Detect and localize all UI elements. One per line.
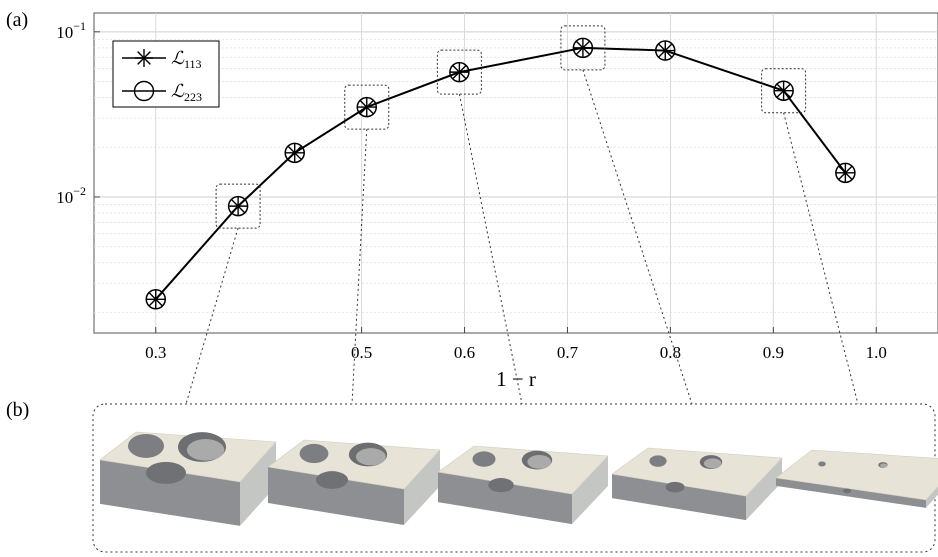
plate-side-face — [572, 456, 608, 525]
plate-side-face — [240, 442, 276, 526]
plot-area — [93, 12, 938, 334]
data-point-asterisk — [229, 197, 248, 216]
data-point-circle — [145, 289, 167, 310]
plate-side-face — [746, 458, 782, 521]
axis-ticks — [94, 31, 877, 333]
asterisk-stroke — [658, 43, 673, 58]
x-tick-label: 1.0 — [866, 343, 887, 362]
x-tick-labels: 0.3 0.5 0.6 0.7 0.8 0.9 1.0 — [145, 343, 887, 362]
x-tick-label: 0.3 — [145, 343, 166, 362]
plate-front-face — [268, 467, 404, 525]
data-point-asterisk — [146, 290, 165, 309]
plate-notch — [128, 433, 164, 458]
x-tick-label: 0.6 — [454, 343, 475, 362]
asterisk-stroke — [452, 65, 467, 79]
asterisk-stroke — [359, 100, 374, 114]
plate-hole-inner — [186, 439, 225, 461]
data-point-circle — [227, 195, 249, 217]
legend-label: ℒ113 — [171, 48, 202, 71]
asterisk-stroke — [838, 165, 853, 180]
plate-notch — [665, 481, 685, 493]
asterisk-stroke — [287, 145, 302, 160]
plate-notch — [842, 488, 852, 494]
plate-hole-inner — [527, 455, 552, 469]
plate-shape — [775, 449, 938, 508]
shapes-layer — [99, 431, 938, 526]
connector-lines — [185, 69, 859, 405]
data-point-asterisk — [836, 163, 855, 182]
panel-a-label: (a) — [6, 9, 28, 31]
data-point-asterisk — [357, 98, 376, 117]
plate-notch — [649, 455, 667, 467]
data-point-circle — [449, 61, 470, 83]
data-point-circle — [572, 37, 594, 59]
legend-marker-asterisk — [135, 49, 153, 67]
plate-front-face — [438, 472, 572, 525]
plate-notch — [472, 451, 496, 467]
highlight-box — [560, 25, 606, 71]
highlight-boxes — [215, 25, 807, 229]
data-point-asterisk — [774, 81, 793, 100]
asterisk-stroke — [576, 40, 590, 55]
panel-b-label: (b) — [6, 399, 29, 421]
plate-hole-inner — [355, 448, 386, 466]
asterisk-stroke — [231, 199, 245, 213]
legend-label: ℒ223 — [171, 81, 202, 104]
data-point-circle — [284, 142, 305, 164]
plate-shape — [437, 445, 609, 525]
plate-shape — [267, 439, 441, 525]
data-point-asterisk — [573, 38, 592, 57]
plate-notch — [299, 443, 329, 464]
highlight-box — [344, 84, 390, 130]
y-tick-labels: 10−2 10−1 — [56, 19, 86, 207]
asterisk-stroke — [148, 292, 163, 307]
highlight-box — [761, 68, 807, 114]
plate-top-face — [775, 449, 938, 501]
legend-box — [112, 40, 220, 108]
asterisk-stroke — [776, 83, 791, 98]
asterisk-stroke — [137, 51, 151, 65]
data-point-circle — [773, 80, 794, 101]
x-axis-title: 1 − r — [496, 367, 536, 391]
highlight-box — [436, 49, 482, 95]
data-point-asterisk — [450, 63, 469, 82]
x-tick-label: 0.7 — [557, 343, 579, 362]
legend-marker-circle — [133, 80, 155, 102]
plate-notch — [146, 461, 186, 484]
data-point-circle — [654, 40, 676, 61]
plate-side-face — [926, 486, 938, 508]
legend-items: ℒ113 ℒ223 — [122, 48, 202, 104]
plate-notch — [488, 478, 514, 493]
plate-notch — [315, 471, 349, 489]
connector-line — [582, 69, 693, 405]
highlight-box — [215, 183, 261, 229]
y-tick-label: 10−1 — [56, 19, 86, 42]
data-point-asterisk — [656, 41, 675, 60]
plate-shape — [611, 447, 783, 521]
connector-line — [351, 129, 368, 405]
plate-front-face — [612, 474, 746, 521]
legend: ℒ113 ℒ223 — [112, 40, 220, 108]
connector-line — [783, 112, 859, 405]
data-point-circle — [835, 162, 856, 184]
data-point-asterisk — [285, 143, 304, 162]
x-tick-label: 0.8 — [660, 343, 681, 362]
plate-shape — [99, 431, 277, 526]
plate-notch — [818, 461, 826, 467]
x-tick-label: 0.5 — [351, 343, 372, 362]
plate-hole-inner — [703, 458, 722, 469]
grid-lines — [94, 13, 938, 333]
y-tick-label: 10−2 — [56, 184, 86, 207]
plate-front-face — [776, 477, 926, 508]
data-point-circle — [356, 96, 378, 118]
connector-line — [185, 227, 239, 405]
x-tick-label: 0.9 — [763, 343, 784, 362]
plate-hole-inner — [880, 463, 888, 468]
series-layer — [145, 37, 856, 310]
plate-side-face — [404, 450, 440, 525]
